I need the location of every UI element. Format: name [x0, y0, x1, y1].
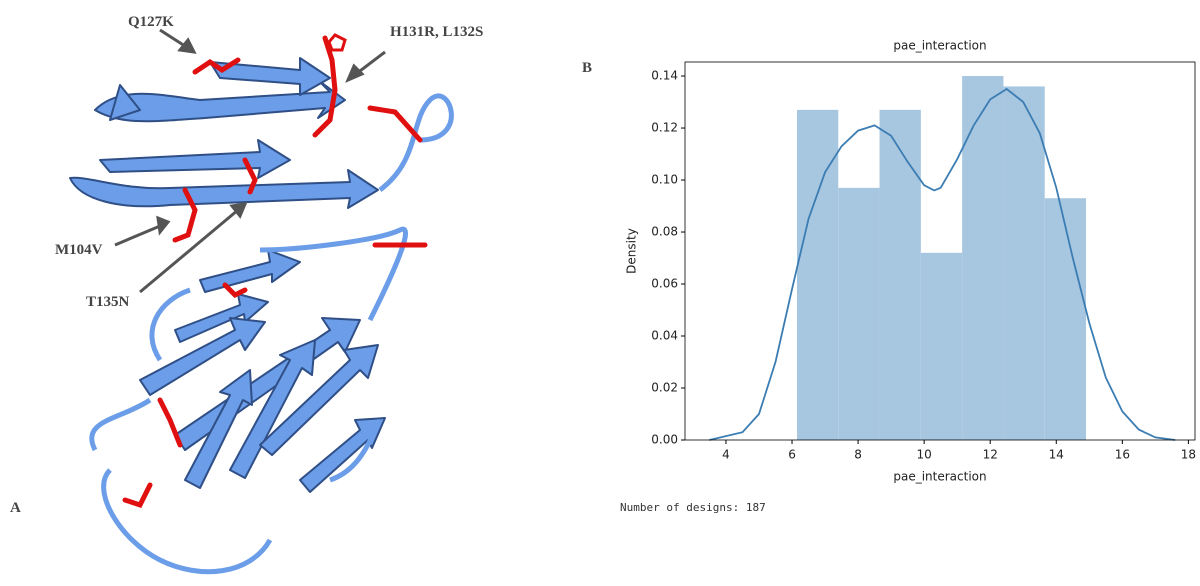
y-tick-label: 0.14	[651, 69, 678, 83]
chart-title: pae_interaction	[893, 39, 986, 53]
plot-frame	[684, 61, 1196, 441]
y-tick-label: 0.12	[651, 121, 678, 135]
x-tick-label: 18	[1181, 448, 1196, 462]
annotation: Q127K	[128, 14, 174, 30]
y-tick-label: 0.02	[651, 381, 678, 395]
histogram-bar	[1003, 86, 1045, 441]
x-axis-label: pae_interaction	[893, 470, 986, 484]
protein-structure	[69, 57, 454, 575]
histogram-bar	[962, 76, 1004, 440]
y-tick-label: 0.10	[651, 173, 678, 187]
histogram-bar	[879, 109, 921, 441]
x-tick-label: 4	[722, 448, 730, 462]
y-axis-label: Density	[625, 228, 639, 274]
y-tick-label: 0.06	[651, 277, 678, 291]
x-tick-label: 6	[788, 448, 796, 462]
y-tick-label: 0.04	[651, 329, 678, 343]
histogram-bar	[796, 109, 839, 441]
panel-label: B	[582, 60, 592, 76]
x-tick-label: 12	[983, 448, 998, 462]
x-tick-label: 16	[1115, 448, 1130, 462]
histogram-bar	[920, 252, 963, 440]
footer-text: Number of designs: 187	[620, 501, 766, 514]
y-tick-label: 0.08	[651, 225, 678, 239]
panel-label: A	[10, 500, 21, 516]
histogram-bar	[838, 187, 880, 440]
y-tick-label: 0.00	[651, 433, 678, 447]
kde-line	[709, 87, 1176, 441]
x-tick-label: 8	[854, 448, 862, 462]
x-tick-label: 10	[917, 448, 932, 462]
mutation-sticks	[122, 33, 428, 509]
annotation: H131R, L132S	[390, 24, 483, 40]
x-tick-label: 14	[1049, 448, 1064, 462]
annotation: M104V	[55, 242, 103, 258]
histogram-bar	[1044, 198, 1086, 440]
annotation: T135N	[86, 294, 130, 310]
annotation-arrows	[114, 28, 386, 294]
